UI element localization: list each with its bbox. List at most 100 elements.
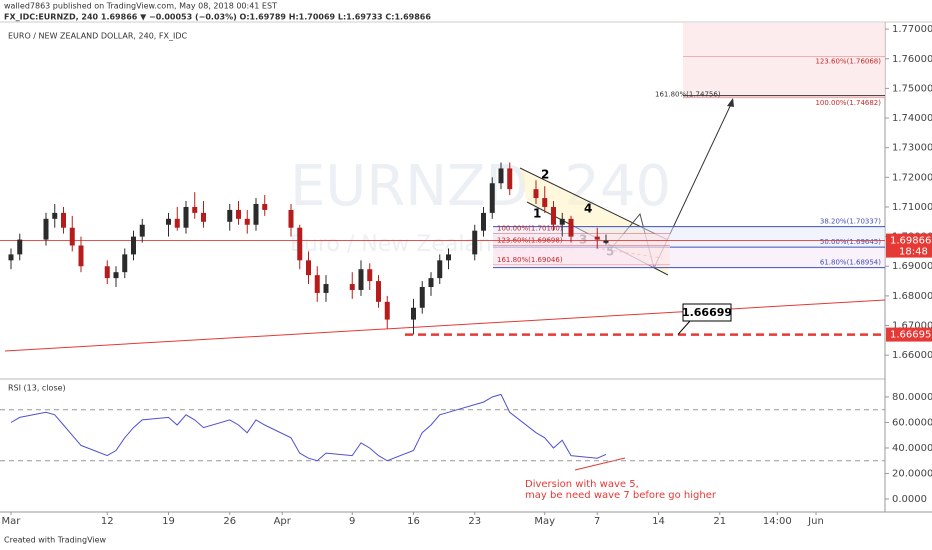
- fib-label: 161.80%(1.74756): [655, 91, 721, 99]
- wave-label: 4: [584, 202, 592, 216]
- candle-body: [507, 168, 513, 190]
- rsi-divergence-line: [574, 457, 626, 471]
- candle-body: [305, 260, 311, 276]
- x-tick-label: 21: [713, 516, 726, 527]
- candle-body: [437, 260, 443, 279]
- x-tick-label: 26: [223, 516, 236, 527]
- candle-body: [262, 204, 268, 210]
- countdown: 18:48: [899, 247, 928, 258]
- wave-label: 2: [541, 168, 549, 182]
- x-tick-label: Jun: [807, 516, 824, 527]
- candle-body: [130, 236, 136, 255]
- fib-label: 161.80%(1.69046): [497, 256, 563, 264]
- candle-body: [410, 307, 416, 320]
- fib-label: 100.00%(1.70100): [497, 225, 563, 233]
- rsi-line: [10, 393, 607, 462]
- candle-body: [419, 286, 425, 308]
- candle-body: [52, 212, 58, 219]
- candle-body: [297, 227, 303, 261]
- candle-body: [174, 218, 180, 228]
- candle-body: [60, 212, 66, 228]
- candle-body: [358, 269, 364, 290]
- candle-body: [489, 183, 495, 213]
- candle-body: [139, 224, 145, 237]
- candle-body: [288, 209, 294, 228]
- x-tick-label: 23: [468, 516, 481, 527]
- callout-box: [682, 303, 732, 322]
- x-tick-label: 9: [349, 516, 355, 527]
- y-tick-label: 1.68000: [892, 291, 932, 302]
- y-tick-label: 40.0000: [892, 443, 932, 454]
- candle-body: [533, 189, 539, 199]
- candle-body: [43, 218, 49, 240]
- annotation: Diversion with wave 5,: [525, 479, 639, 490]
- candle-body: [17, 239, 23, 255]
- candle-body: [603, 240, 609, 243]
- symbol-line: FX_IDC:EURNZD, 240 1.69866 ▼ −0.00053 (−…: [4, 13, 431, 22]
- x-tick-label: 16: [407, 516, 420, 527]
- candle-body: [183, 206, 189, 228]
- candle-body: [323, 284, 329, 293]
- x-tick-label: 19: [162, 516, 175, 527]
- x-tick-label: 7: [594, 516, 600, 527]
- price-tag-label: 1.66695: [890, 330, 931, 341]
- candle-body: [122, 254, 128, 273]
- x-tick-label: Apr: [274, 516, 292, 527]
- y-tick-label: 1.74000: [892, 113, 932, 124]
- y-tick-label: 1.75000: [892, 83, 932, 94]
- price-tag: [886, 233, 932, 258]
- candle-body: [314, 275, 320, 293]
- candle-body: [375, 281, 381, 302]
- candle-body: [78, 245, 84, 267]
- candle-body: [550, 206, 556, 225]
- y-tick-label: 1.73000: [892, 143, 932, 154]
- trend-line: [4, 299, 886, 352]
- candle-body: [104, 266, 110, 279]
- wave-label: 1: [533, 207, 541, 221]
- price-tag-label: 1.69866: [890, 236, 931, 247]
- publisher: walled7863 published on TradingView.com,…: [4, 2, 277, 11]
- price-tag: [886, 327, 932, 342]
- x-tick-label: 14: [652, 516, 665, 527]
- x-tick-label: 12: [101, 516, 114, 527]
- pane-title: EURO / NEW ZEALAND DOLLAR, 240, FX_IDC: [8, 32, 187, 41]
- y-tick-label: 1.69000: [892, 261, 932, 272]
- fib-label: 61.80%(1.68954): [820, 259, 881, 267]
- arrow-head: [727, 98, 734, 107]
- candle-body: [69, 227, 75, 246]
- candle-body: [367, 269, 373, 282]
- candle-body: [472, 230, 478, 255]
- x-tick-label: May: [534, 516, 555, 527]
- fib-band: [493, 233, 670, 265]
- fib-label: 50.00%(1.69645): [820, 238, 881, 246]
- candle-body: [244, 218, 250, 225]
- candle-body: [384, 301, 390, 320]
- candle-body: [227, 209, 233, 222]
- candle-body: [192, 206, 198, 213]
- candle-body: [445, 254, 451, 261]
- candle-body: [113, 272, 119, 279]
- y-tick-label: 60.0000: [892, 417, 932, 428]
- rsi-title: RSI (13, close): [8, 384, 66, 393]
- candle-body: [349, 284, 355, 290]
- candle-body: [568, 218, 574, 237]
- candle-body: [235, 209, 241, 219]
- x-tick-label: Mar: [2, 516, 22, 527]
- y-tick-label: 1.66000: [892, 350, 932, 361]
- footer: Created with TradingView: [4, 536, 107, 545]
- y-tick-label: 20.0000: [892, 468, 932, 479]
- x-tick-label: 14:00: [763, 516, 792, 527]
- y-tick-label: 1.72000: [892, 172, 932, 183]
- candle-body: [594, 236, 600, 240]
- annotation: may be need wave 7 before go higher: [525, 490, 717, 501]
- fib-label: 123.60%(1.76068): [815, 58, 881, 66]
- candle-body: [253, 204, 259, 225]
- candle-body: [559, 218, 565, 225]
- y-tick-label: 1.77000: [892, 24, 932, 35]
- candle-body: [428, 278, 434, 287]
- y-tick-label: 80.0000: [892, 392, 932, 403]
- callout-pointer: [677, 320, 691, 335]
- watermark: EURNZD, 240: [290, 154, 671, 219]
